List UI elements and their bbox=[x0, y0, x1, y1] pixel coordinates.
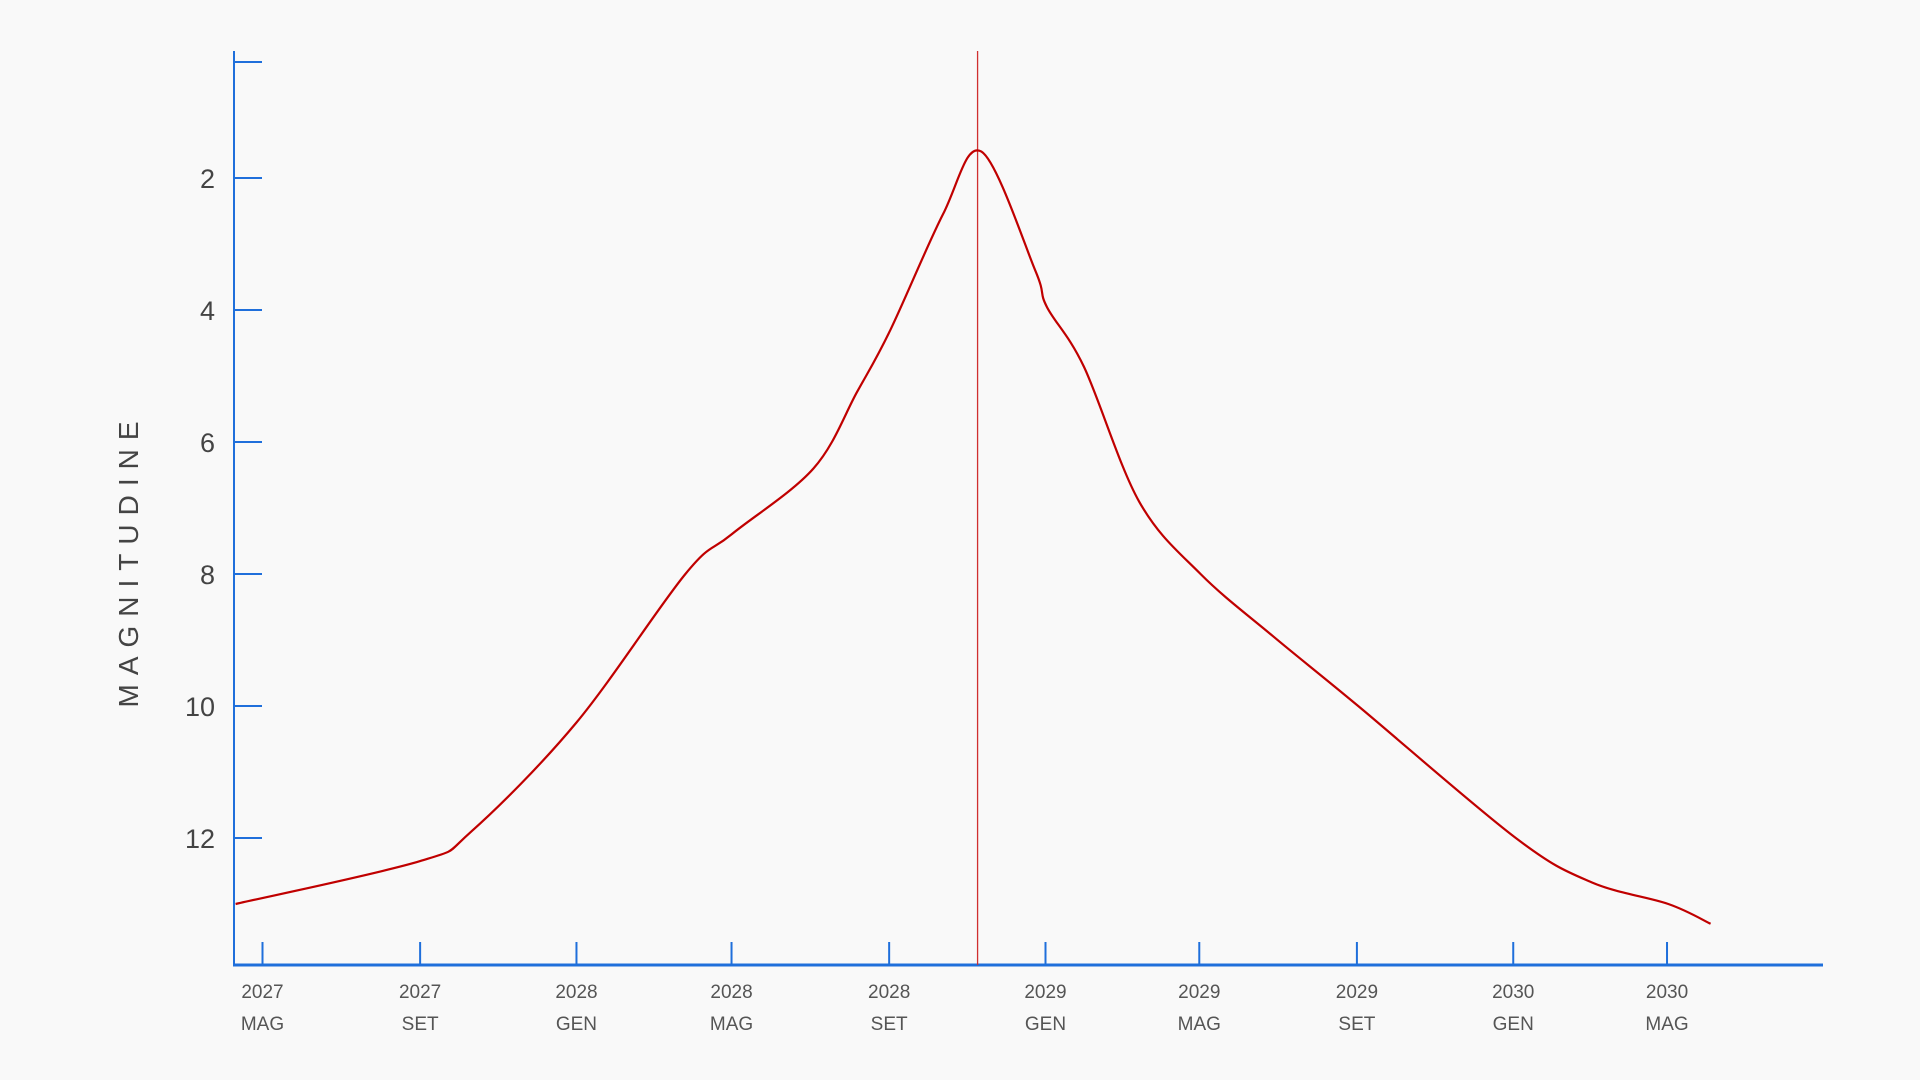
x-tick-label-month: GEN bbox=[1493, 1014, 1534, 1035]
x-tick-label-month: MAG bbox=[1178, 1014, 1221, 1035]
x-tick-label-month: SET bbox=[402, 1014, 439, 1035]
x-tick-label-month: MAG bbox=[1645, 1014, 1688, 1035]
x-tick-label-year: 2029 bbox=[1336, 982, 1378, 1003]
x-tick-label-year: 2027 bbox=[399, 982, 441, 1003]
x-tick-label-month: GEN bbox=[556, 1014, 597, 1035]
magnitude-curve bbox=[235, 149, 1712, 925]
x-tick-label-year: 2029 bbox=[1178, 982, 1220, 1003]
y-tick-label: 12 bbox=[185, 824, 215, 854]
y-axis-title: MAGNITUDINE bbox=[113, 413, 144, 708]
y-tick-label: 2 bbox=[200, 164, 215, 194]
y-tick-label: 4 bbox=[200, 296, 215, 326]
x-tick-label-year: 2028 bbox=[868, 982, 910, 1003]
x-tick-label-year: 2030 bbox=[1492, 982, 1534, 1003]
x-tick-label-month: SET bbox=[871, 1014, 908, 1035]
plot-area bbox=[235, 51, 1712, 965]
y-tick-label: 6 bbox=[200, 428, 215, 458]
y-axis: 2 4 6 8 10 12 bbox=[185, 51, 262, 966]
x-axis: 2027 MAG 2027 SET 2028 GEN 2028 MAG 2028 SET 2029 G… bbox=[233, 942, 1823, 1035]
x-tick-label-year: 2028 bbox=[555, 982, 597, 1003]
x-tick-label-year: 2029 bbox=[1024, 982, 1066, 1003]
x-tick-label-month: SET bbox=[1338, 1014, 1375, 1035]
x-tick-label-month: GEN bbox=[1025, 1014, 1066, 1035]
x-tick-label-year: 2030 bbox=[1646, 982, 1688, 1003]
x-tick-label-year: 2027 bbox=[241, 982, 283, 1003]
x-tick-label-year: 2028 bbox=[710, 982, 752, 1003]
y-tick-label: 10 bbox=[185, 692, 215, 722]
x-tick-label-month: MAG bbox=[710, 1014, 753, 1035]
y-tick-label: 8 bbox=[200, 560, 215, 590]
x-tick-label-month: MAG bbox=[241, 1014, 284, 1035]
